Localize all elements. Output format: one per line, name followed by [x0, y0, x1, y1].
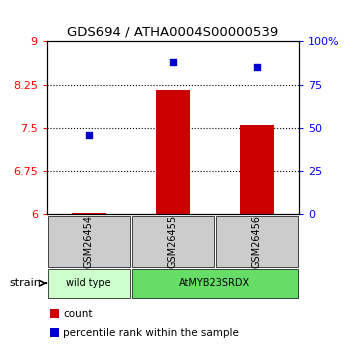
Text: GSM26456: GSM26456 — [252, 215, 262, 268]
Point — [86, 132, 92, 137]
Text: percentile rank within the sample: percentile rank within the sample — [63, 328, 239, 337]
Bar — [72, 213, 105, 214]
Text: GSM26455: GSM26455 — [168, 215, 178, 268]
Bar — [240, 125, 274, 214]
Text: strain: strain — [9, 278, 41, 288]
Point — [254, 65, 260, 70]
Text: wild type: wild type — [67, 278, 111, 288]
Point — [170, 59, 176, 65]
Text: count: count — [63, 309, 93, 318]
Text: GSM26454: GSM26454 — [84, 215, 94, 268]
Bar — [156, 90, 190, 214]
Text: AtMYB23SRDX: AtMYB23SRDX — [179, 278, 250, 288]
Title: GDS694 / ATHA0004S00000539: GDS694 / ATHA0004S00000539 — [67, 26, 278, 39]
